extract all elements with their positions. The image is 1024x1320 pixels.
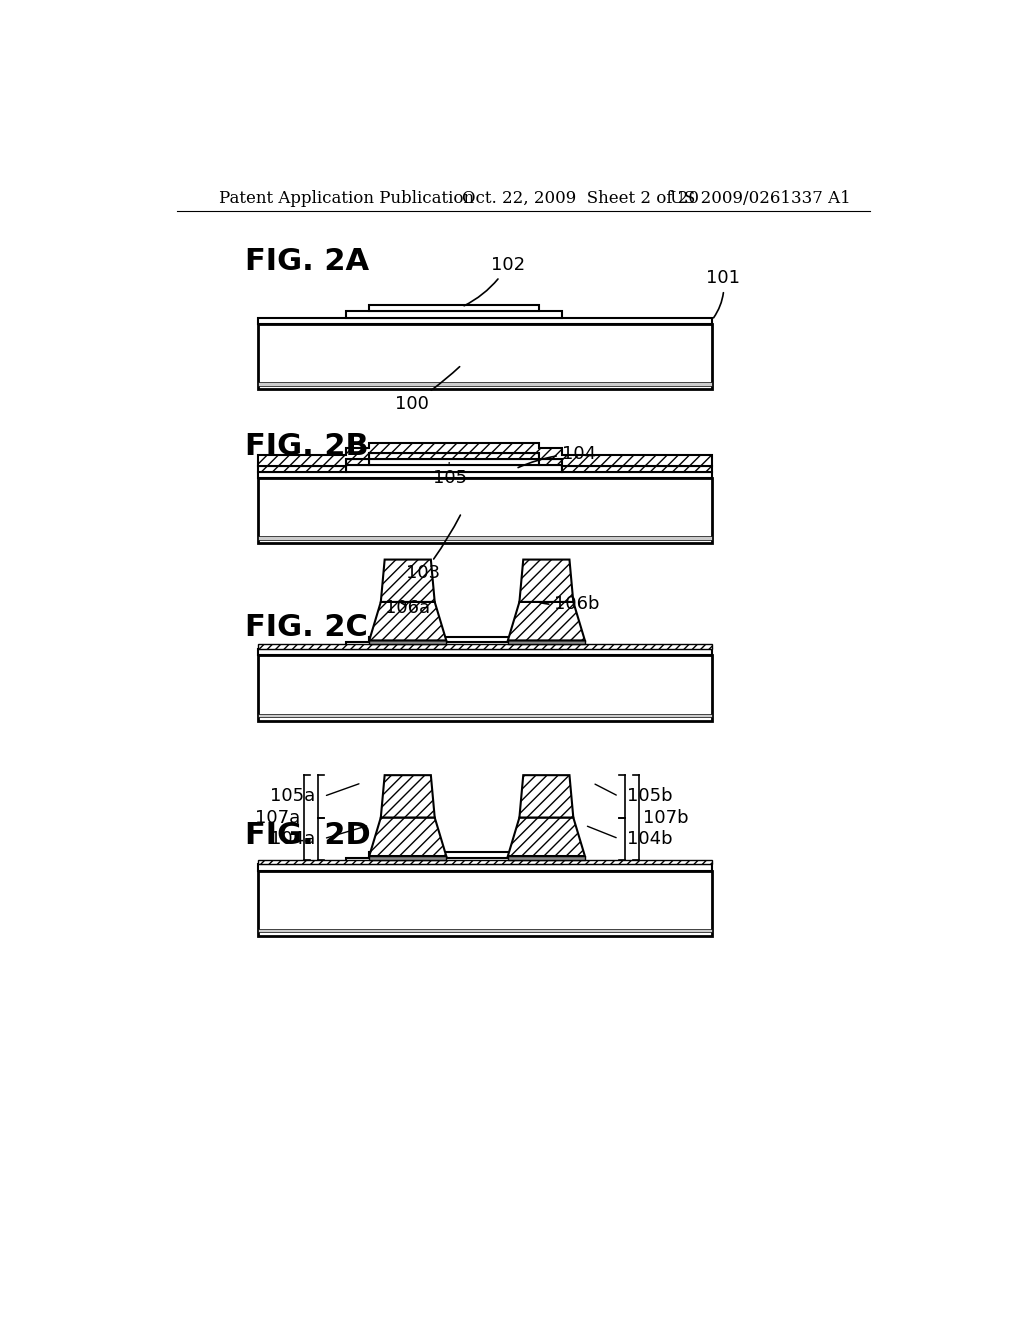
Text: FIG. 2D: FIG. 2D <box>245 821 371 850</box>
Text: 100: 100 <box>394 367 460 413</box>
Bar <box>258 323 712 389</box>
Polygon shape <box>381 560 435 602</box>
Polygon shape <box>258 453 712 471</box>
Polygon shape <box>519 775 573 817</box>
Text: 107b: 107b <box>643 809 688 826</box>
Bar <box>370 853 539 858</box>
Polygon shape <box>508 602 585 640</box>
Polygon shape <box>519 560 573 602</box>
Bar <box>258 644 712 649</box>
Bar <box>258 478 712 544</box>
Text: FIG. 2A: FIG. 2A <box>245 247 369 276</box>
Bar <box>258 383 712 385</box>
Polygon shape <box>508 857 585 859</box>
Text: 105: 105 <box>433 463 467 487</box>
Text: US 2009/0261337 A1: US 2009/0261337 A1 <box>670 190 850 207</box>
Text: 107a: 107a <box>255 809 300 826</box>
Text: FIG. 2C: FIG. 2C <box>245 612 368 642</box>
Text: 104b: 104b <box>628 830 673 847</box>
Bar <box>258 865 712 871</box>
Polygon shape <box>258 442 712 466</box>
Text: 102: 102 <box>464 256 525 306</box>
Polygon shape <box>370 817 446 857</box>
Bar <box>370 459 539 465</box>
Text: 104a: 104a <box>270 830 315 847</box>
Bar <box>346 858 562 865</box>
Text: 103: 103 <box>407 515 461 582</box>
Bar <box>346 465 562 471</box>
Text: FIG. 2B: FIG. 2B <box>245 432 369 461</box>
Polygon shape <box>370 857 446 859</box>
Text: Patent Application Publication: Patent Application Publication <box>219 190 474 207</box>
Text: Oct. 22, 2009  Sheet 2 of 20: Oct. 22, 2009 Sheet 2 of 20 <box>462 190 698 207</box>
Text: 106b: 106b <box>540 595 600 612</box>
Text: 101: 101 <box>707 269 740 318</box>
Bar <box>258 714 712 717</box>
Bar <box>370 636 539 642</box>
Bar <box>258 859 712 865</box>
Bar <box>258 536 712 540</box>
Text: 105b: 105b <box>628 787 673 805</box>
Bar <box>258 871 712 936</box>
Text: 104: 104 <box>518 445 596 467</box>
Polygon shape <box>370 640 446 644</box>
Bar <box>258 471 712 478</box>
Bar <box>258 649 712 655</box>
Polygon shape <box>508 640 585 644</box>
Text: 106a: 106a <box>385 599 430 616</box>
Bar <box>346 312 562 318</box>
Bar <box>258 655 712 721</box>
Polygon shape <box>381 775 435 817</box>
Polygon shape <box>370 602 446 640</box>
Text: 105a: 105a <box>270 787 315 805</box>
Bar <box>258 929 712 932</box>
Bar <box>258 318 712 323</box>
Polygon shape <box>508 817 585 857</box>
Bar <box>370 305 539 312</box>
Bar <box>346 642 562 649</box>
